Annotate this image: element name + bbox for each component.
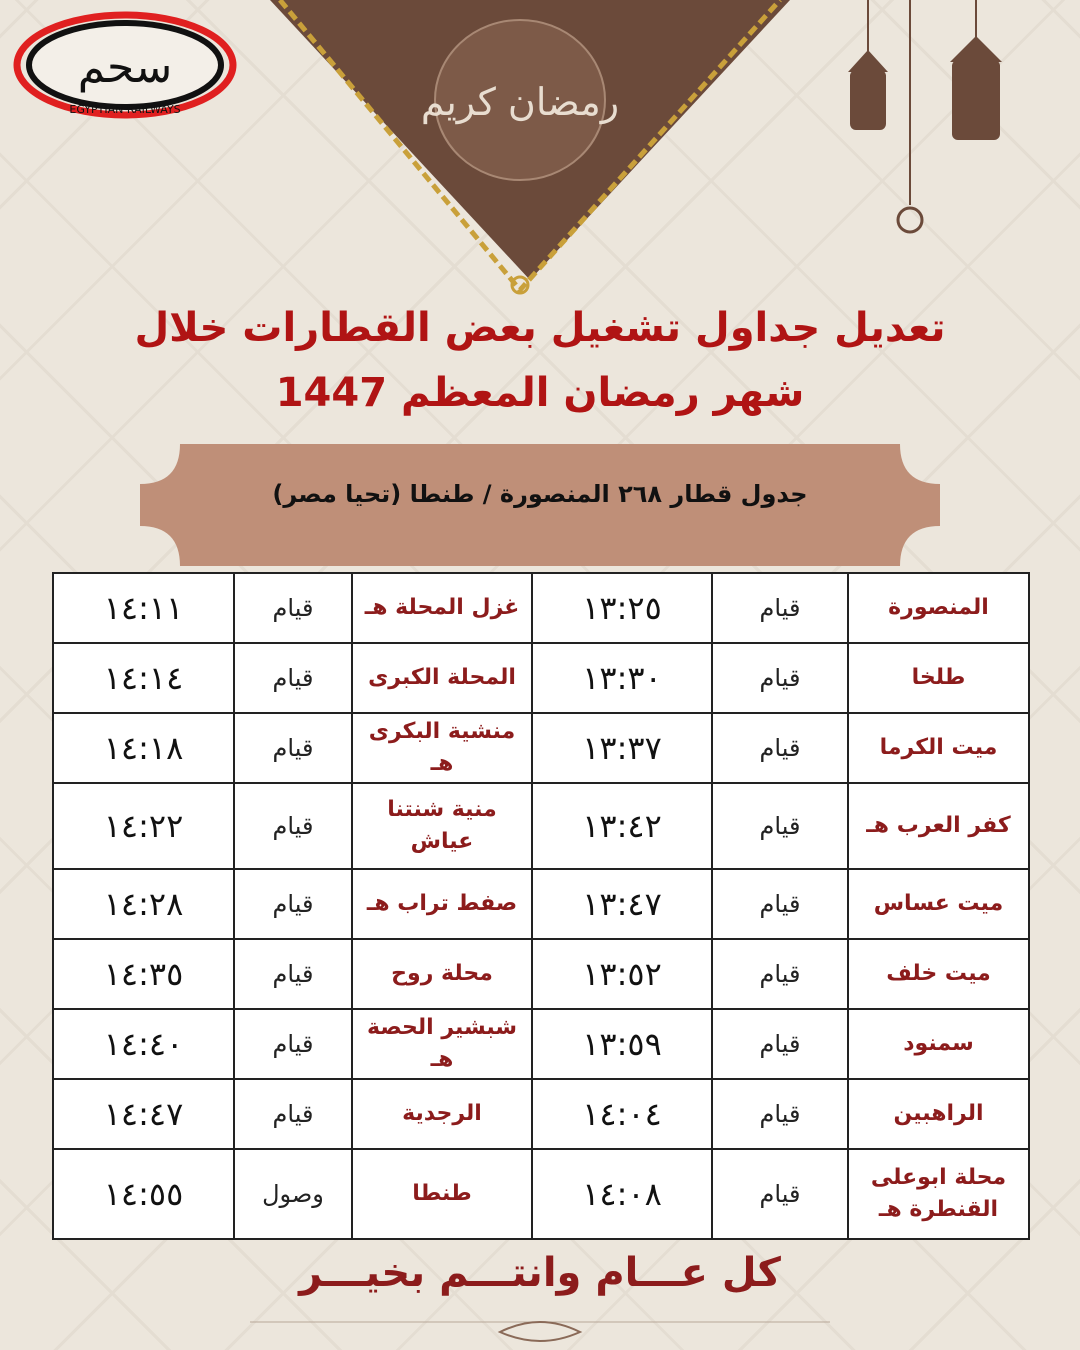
time-cell: ١٤:٤٧: [52, 1078, 235, 1150]
subtitle-band: [140, 444, 940, 566]
time-cell: ١٤:١٨: [52, 712, 235, 784]
station-cell: شبشير الحصة هـ: [351, 1008, 533, 1080]
status-cell: وصول: [233, 1148, 353, 1240]
svg-text:ﺳﺤﻢ: ﺳﺤﻢ: [78, 42, 173, 93]
station-cell: الرجدية: [351, 1078, 533, 1150]
table-row: طلخا قيام ١٣:٣٠ المحلة الكبرى قيام ١٤:١٤: [52, 642, 1030, 714]
status-cell: قيام: [233, 782, 353, 870]
time-cell: ١٣:٣٠: [531, 642, 713, 714]
table-row: محلة ابوعلى القنطرة هـ قيام ١٤:٠٨ طنطا وصول ١…: [52, 1148, 1030, 1240]
ornament-divider: [250, 1321, 830, 1342]
status-cell: قيام: [711, 712, 849, 784]
status-cell: قيام: [711, 868, 849, 940]
station-cell: غزل المحلة هـ: [351, 572, 533, 644]
time-cell: ١٤:٣٥: [52, 938, 235, 1010]
table-row: كفر العرب هـ قيام ١٣:٤٢ منية شنتنا عياش قيام…: [52, 782, 1030, 870]
status-cell: قيام: [711, 1078, 849, 1150]
time-cell: ١٤:١١: [52, 572, 235, 644]
status-cell: قيام: [233, 572, 353, 644]
table-row: المنصورة قيام ١٣:٢٥ غزل المحلة هـ قيام ١٤:١١: [52, 572, 1030, 644]
table-row: ميت الكرما قيام ١٣:٣٧ منشية البكرى هـ قيام ١٤…: [52, 712, 1030, 784]
egyptian-railways-logo: ﺳﺤﻢ EGYPTIAN RAILWAYS: [13, 11, 237, 119]
page-title-line-1: تعديل جداول تشغيل بعض القطارات خلال: [134, 305, 946, 351]
status-cell: قيام: [711, 938, 849, 1010]
station-cell: ميت خلف: [847, 938, 1030, 1010]
time-cell: ١٤:٠٨: [531, 1148, 713, 1240]
time-cell: ١٣:٥٢: [531, 938, 713, 1010]
time-cell: ١٤:٢٢: [52, 782, 235, 870]
station-cell: المنصورة: [847, 572, 1030, 644]
table-row: ميت عساس قيام ١٣:٤٧ صفط تراب هـ قيام ١٤:٢٨: [52, 868, 1030, 940]
time-cell: ١٤:٤٠: [52, 1008, 235, 1080]
station-cell: محلة روح: [351, 938, 533, 1010]
station-cell: صفط تراب هـ: [351, 868, 533, 940]
station-cell: ميت الكرما: [847, 712, 1030, 784]
time-cell: ١٣:٤٧: [531, 868, 713, 940]
status-cell: قيام: [233, 642, 353, 714]
status-cell: قيام: [233, 1008, 353, 1080]
time-cell: ١٣:٤٢: [531, 782, 713, 870]
status-cell: قيام: [711, 1008, 849, 1080]
time-cell: ١٣:٣٧: [531, 712, 713, 784]
station-cell: منية شنتنا عياش: [351, 782, 533, 870]
station-cell: الراهبين: [847, 1078, 1030, 1150]
schedule-table: المنصورة قيام ١٣:٢٥ غزل المحلة هـ قيام ١٤:١١ ط…: [52, 572, 1030, 1240]
greeting-footer: كل عـــام وانتـــم بخيـــر: [299, 1250, 781, 1296]
time-cell: ١٤:٢٨: [52, 868, 235, 940]
station-cell: طنطا: [351, 1148, 533, 1240]
station-cell: محلة ابوعلى القنطرة هـ: [847, 1148, 1030, 1240]
table-row: الراهبين قيام ١٤:٠٤ الرجدية قيام ١٤:٤٧: [52, 1078, 1030, 1150]
page-title-line-2: شهر رمضان المعظم 1447: [275, 370, 805, 416]
status-cell: قيام: [711, 1148, 849, 1240]
status-cell: قيام: [233, 868, 353, 940]
station-cell: ميت عساس: [847, 868, 1030, 940]
svg-text:EGYPTIAN RAILWAYS: EGYPTIAN RAILWAYS: [69, 103, 180, 116]
time-cell: ١٤:١٤: [52, 642, 235, 714]
time-cell: ١٤:٥٥: [52, 1148, 235, 1240]
status-cell: قيام: [233, 938, 353, 1010]
station-cell: سمنود: [847, 1008, 1030, 1080]
table-row: سمنود قيام ١٣:٥٩ شبشير الحصة هـ قيام ١٤:٤٠: [52, 1008, 1030, 1080]
status-cell: قيام: [233, 1078, 353, 1150]
table-row: ميت خلف قيام ١٣:٥٢ محلة روح قيام ١٤:٣٥: [52, 938, 1030, 1010]
station-cell: المحلة الكبرى: [351, 642, 533, 714]
svg-text:رمضان كريم: رمضان كريم: [421, 80, 619, 125]
station-cell: منشية البكرى هـ: [351, 712, 533, 784]
train-schedule-subtitle: جدول قطار ٢٦٨ المنصورة / طنطا (تحيا مصر): [272, 480, 808, 508]
status-cell: قيام: [711, 642, 849, 714]
station-cell: كفر العرب هـ: [847, 782, 1030, 870]
time-cell: ١٤:٠٤: [531, 1078, 713, 1150]
status-cell: قيام: [711, 782, 849, 870]
status-cell: قيام: [233, 712, 353, 784]
status-cell: قيام: [711, 572, 849, 644]
station-cell: طلخا: [847, 642, 1030, 714]
time-cell: ١٣:٢٥: [531, 572, 713, 644]
lanterns-decoration: [848, 0, 1002, 234]
ramadan-kareem-banner: رمضان كريم: [270, 0, 790, 295]
time-cell: ١٣:٥٩: [531, 1008, 713, 1080]
